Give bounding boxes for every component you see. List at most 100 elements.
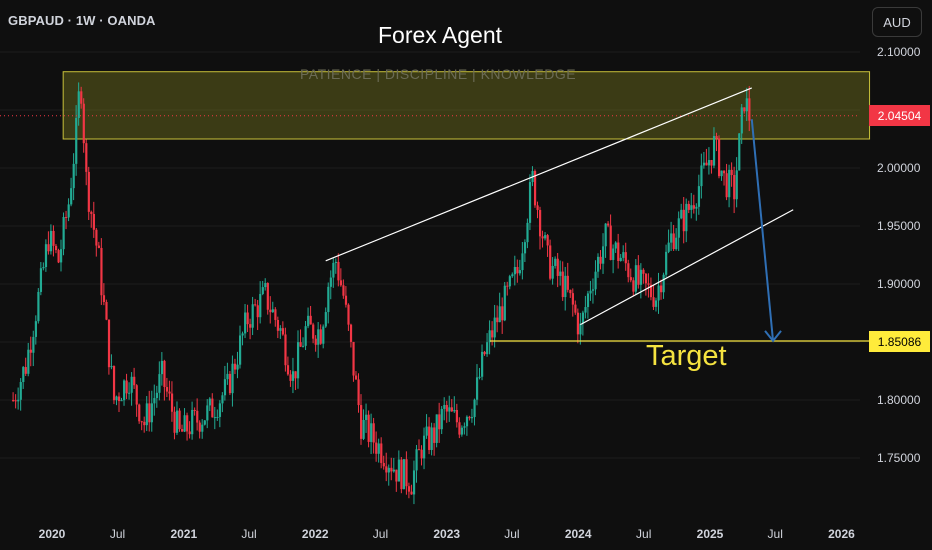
candle-body (269, 309, 272, 313)
candle-body (276, 320, 280, 331)
price-tick-label: 2.10000 (877, 45, 921, 59)
candle-body (349, 324, 353, 342)
candle-body (475, 377, 479, 400)
candle-body (120, 400, 123, 402)
candle-body (614, 242, 617, 249)
candle-body (667, 242, 670, 252)
candle-body (354, 375, 358, 380)
candle-body (286, 365, 290, 375)
candle-body (483, 351, 486, 355)
candle-body (233, 363, 237, 370)
candle-body (135, 385, 138, 405)
candle-body (561, 271, 564, 298)
candle-body (725, 173, 728, 198)
candle-body (95, 229, 98, 246)
candle-body (82, 103, 85, 144)
candle-body (259, 293, 262, 318)
candle-body (506, 285, 509, 287)
candle-body (685, 203, 688, 232)
candle-body (380, 443, 383, 463)
candle-body (77, 91, 80, 118)
candle-body (314, 338, 317, 345)
candle-body (198, 422, 201, 432)
symbol-label[interactable]: GBPAUD · 1W · OANDA (8, 13, 156, 28)
currency-button[interactable]: AUD (872, 7, 922, 37)
candle-body (34, 321, 37, 337)
candle-body (213, 417, 216, 419)
candle-body (65, 217, 68, 219)
time-tick-label: 2020 (39, 527, 66, 541)
candle-body (206, 405, 209, 421)
candle-body (733, 175, 736, 200)
candle-body (420, 449, 423, 459)
candle-body (352, 341, 355, 376)
candle-body (168, 391, 171, 394)
candle-body (148, 403, 151, 423)
candle-body (622, 252, 625, 258)
candle-body (54, 245, 58, 251)
candle-body (511, 274, 514, 277)
candle-body (133, 376, 136, 386)
candle-body (322, 326, 325, 344)
candle-body (387, 467, 390, 473)
candle-body (617, 242, 620, 261)
target-price-tag: 1.85086 (869, 331, 930, 352)
candle-body (223, 379, 227, 396)
candle-body (453, 409, 456, 412)
candle-body (660, 285, 663, 293)
candle-body (604, 223, 607, 247)
candle-body (718, 138, 721, 177)
candle-body (463, 426, 466, 428)
time-tick-label: Jul (504, 527, 519, 541)
candle-body (256, 305, 259, 318)
candle-body (692, 205, 695, 209)
candle-body (241, 333, 244, 336)
candle-body (639, 269, 643, 285)
candle-body (521, 253, 524, 271)
candle-body (44, 244, 48, 268)
candle-body (624, 252, 627, 264)
candle-body (571, 293, 574, 305)
candle-body (428, 426, 431, 450)
candle-body (208, 398, 211, 406)
candle-body (337, 261, 340, 281)
candle-body (501, 306, 504, 321)
candle-body (319, 329, 322, 344)
candle-body (728, 169, 731, 198)
candle-body (697, 186, 701, 207)
candle-body (405, 459, 408, 487)
candle-body (150, 403, 153, 423)
candle-body (455, 409, 459, 423)
candle-body (87, 171, 90, 212)
candle-body (528, 182, 532, 223)
candle-body (546, 235, 549, 246)
candle-body (342, 285, 345, 296)
supply-zone (62, 71, 871, 140)
candle-body (307, 315, 310, 327)
candle-body (591, 289, 595, 291)
candle-body (246, 312, 249, 325)
candle-body (556, 258, 559, 276)
candle-body (554, 258, 557, 266)
candle-body (362, 419, 365, 439)
time-tick-label: Jul (241, 527, 256, 541)
candle-body (153, 398, 156, 404)
channel-upper-line (325, 87, 753, 262)
candle-body (594, 271, 597, 290)
candle-body (175, 410, 179, 433)
candle-body (365, 414, 368, 420)
candle-body (473, 399, 476, 418)
candle-body (382, 462, 385, 467)
candle-body (702, 162, 706, 166)
time-tick-label: Jul (110, 527, 125, 541)
candle-body (274, 309, 277, 321)
candle-body (637, 265, 640, 285)
candle-body (329, 277, 332, 287)
candle-body (634, 265, 638, 292)
candle-body (596, 256, 600, 272)
candle-body (723, 170, 726, 174)
time-tick-label: 2022 (302, 527, 329, 541)
candle-body (574, 304, 577, 313)
candle-body (80, 91, 83, 104)
